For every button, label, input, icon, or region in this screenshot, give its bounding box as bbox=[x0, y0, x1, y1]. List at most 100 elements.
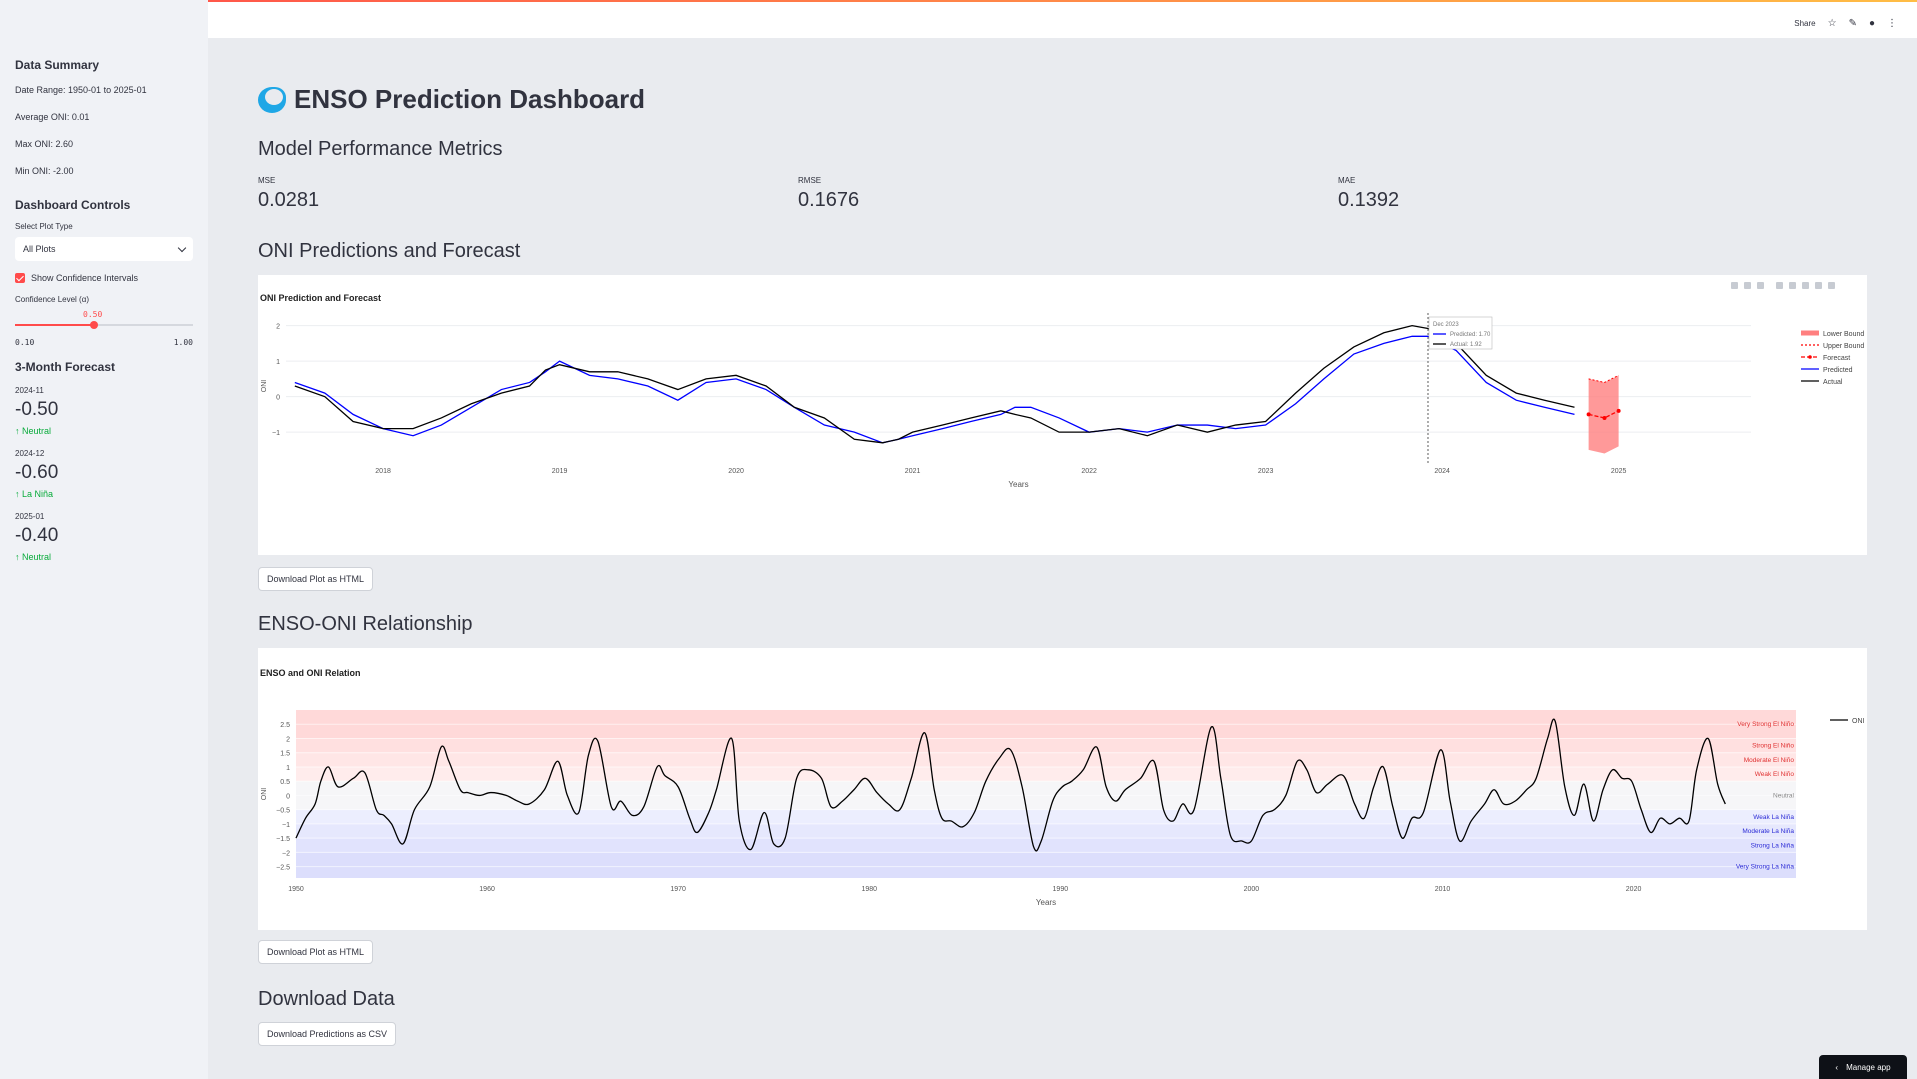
share-button[interactable]: Share bbox=[1794, 19, 1816, 28]
plot-type-select[interactable]: All Plots bbox=[15, 237, 193, 261]
forecast-title: 3-Month Forecast bbox=[15, 360, 116, 374]
x-tick-label: 2010 bbox=[1435, 886, 1451, 893]
y-tick-label: 1 bbox=[276, 359, 280, 366]
home-icon[interactable] bbox=[1815, 282, 1822, 289]
hover-predicted: Predicted: 1.70 bbox=[1450, 332, 1491, 338]
legend-label: Predicted bbox=[1823, 367, 1853, 374]
y-tick-label: −1 bbox=[272, 430, 280, 437]
chevron-down-icon bbox=[177, 243, 187, 252]
y-tick-label: 2.5 bbox=[280, 722, 290, 729]
avg-oni-text: Average ONI: 0.01 bbox=[15, 112, 90, 122]
more-icon[interactable]: ⋮ bbox=[1887, 18, 1897, 29]
chevron-left-icon: ‹ bbox=[1835, 1062, 1839, 1072]
confidence-band bbox=[1588, 375, 1619, 454]
forecast-value: -0.60 bbox=[15, 462, 59, 483]
wave-logo-icon bbox=[258, 86, 286, 113]
y-tick-label: −0.5 bbox=[276, 808, 290, 815]
prediction-chart[interactable]: ONI Prediction and Forecast 2 1 0 −1 2018 2019… bbox=[258, 275, 1867, 555]
relation-chart[interactable]: ENSO and ONI Relation 2.5 2 1.5 1 0.5 0 −0.5 −1 −… bbox=[258, 648, 1867, 930]
x-tick-label: 2021 bbox=[905, 468, 921, 475]
page-title: ENSO Prediction Dashboard bbox=[258, 84, 645, 115]
y-tick-label: 2 bbox=[286, 736, 290, 743]
x-tick-label: 2000 bbox=[1244, 886, 1260, 893]
autoscale-icon[interactable] bbox=[1802, 282, 1809, 289]
series-line-forecast bbox=[1588, 410, 1619, 419]
prediction-chart-panel: ONI Prediction and Forecast 2 1 0 −1 2018 2019… bbox=[258, 275, 1867, 555]
zoom-in-icon[interactable] bbox=[1776, 282, 1783, 289]
confidence-intervals-label: Show Confidence Intervals bbox=[31, 273, 139, 283]
forecast-point bbox=[1602, 415, 1607, 420]
slider-thumb[interactable] bbox=[90, 321, 99, 329]
x-tick-label: 2022 bbox=[1081, 468, 1097, 475]
enso-band-bg bbox=[296, 852, 1796, 878]
y-tick-label: 1 bbox=[286, 765, 290, 772]
manage-app-button[interactable]: ‹ Manage app bbox=[1819, 1055, 1907, 1079]
enso-band-bg bbox=[296, 838, 1796, 853]
y-tick-label: 0 bbox=[276, 395, 280, 402]
relation-chart-panel: ENSO and ONI Relation 2.5 2 1.5 1 0.5 0 −0.5 −1 −… bbox=[258, 648, 1867, 930]
enso-band-bg bbox=[296, 738, 1796, 753]
hover-actual: Actual: 1.92 bbox=[1450, 342, 1482, 348]
slider-fill bbox=[15, 324, 95, 326]
confidence-level-slider[interactable]: 0.50 0.10 1.00 bbox=[15, 310, 193, 350]
download-plot-button-1[interactable]: Download Plot as HTML bbox=[258, 567, 374, 591]
fullscreen-icon[interactable] bbox=[1828, 282, 1835, 289]
upper-bound-line bbox=[1588, 374, 1619, 383]
checkbox-checked-icon bbox=[15, 273, 25, 283]
zoom-icon[interactable] bbox=[1744, 282, 1751, 289]
y-tick-label: 1.5 bbox=[280, 751, 290, 758]
enso-band-bg bbox=[296, 752, 1796, 767]
series-line-predicted bbox=[294, 335, 1575, 444]
x-tick-label: 1970 bbox=[670, 886, 686, 893]
forecast-point bbox=[1586, 412, 1591, 417]
download-csv-button[interactable]: Download Predictions as CSV bbox=[258, 1022, 397, 1046]
y-tick-label: 2 bbox=[276, 324, 280, 331]
confidence-intervals-checkbox[interactable]: Show Confidence Intervals bbox=[15, 273, 193, 283]
band-label: Very Strong La Niña bbox=[1736, 864, 1795, 871]
metric-label: MSE bbox=[258, 176, 276, 185]
band-label: Moderate La Niña bbox=[1742, 828, 1794, 835]
zoom-out-icon[interactable] bbox=[1789, 282, 1796, 289]
top-accent-line bbox=[0, 0, 1917, 2]
pan-icon[interactable] bbox=[1757, 282, 1764, 289]
forecast-category: ↑ Neutral bbox=[15, 552, 52, 562]
slider-track[interactable] bbox=[15, 324, 193, 326]
arrow-up-icon: ↑ bbox=[15, 426, 23, 436]
band-label: Very Strong El Niño bbox=[1737, 721, 1794, 728]
github-icon[interactable]: ● bbox=[1868, 18, 1875, 29]
legend-label: Upper Bound bbox=[1823, 343, 1864, 350]
forecast-value: -0.50 bbox=[15, 399, 59, 420]
y-tick-label: 0 bbox=[286, 793, 290, 800]
x-axis-label: Years bbox=[1036, 898, 1056, 907]
y-tick-label: −2.5 bbox=[276, 865, 290, 872]
metric-label: MAE bbox=[1338, 176, 1356, 185]
download-plot-button-2[interactable]: Download Plot as HTML bbox=[258, 940, 374, 964]
edit-icon[interactable]: ✎ bbox=[1848, 18, 1857, 29]
enso-band-bg bbox=[296, 809, 1796, 824]
camera-icon[interactable] bbox=[1731, 282, 1738, 289]
band-label: Strong La Niña bbox=[1751, 842, 1795, 849]
min-oni-text: Min ONI: -2.00 bbox=[15, 166, 74, 176]
x-tick-label: 2023 bbox=[1258, 468, 1274, 475]
hover-date: Dec 2023 bbox=[1433, 322, 1459, 328]
band-label: Neutral bbox=[1773, 792, 1795, 799]
enso-band-bg bbox=[296, 823, 1796, 839]
series-line-oni bbox=[295, 718, 1726, 852]
legend-label: Forecast bbox=[1823, 355, 1850, 362]
star-icon[interactable]: ☆ bbox=[1827, 18, 1837, 29]
band-label: Weak La Niña bbox=[1753, 814, 1794, 821]
forecast-item: 2025-01 -0.40 ↑ Neutral bbox=[15, 512, 193, 562]
legend-marker bbox=[1808, 355, 1812, 359]
band-label: Strong El Niño bbox=[1752, 743, 1794, 750]
arrow-up-icon: ↑ bbox=[15, 489, 23, 499]
x-tick-label: 2020 bbox=[728, 468, 744, 475]
x-tick-label: 1960 bbox=[479, 886, 495, 893]
x-tick-label: 2019 bbox=[552, 468, 568, 475]
date-range-text: Date Range: 1950-01 to 2025-01 bbox=[15, 85, 147, 95]
data-summary-title: Data Summary bbox=[15, 58, 100, 72]
forecast-category: ↑ Neutral bbox=[15, 426, 52, 436]
legend-label: Lower Bound bbox=[1823, 331, 1864, 338]
y-tick-label: −2 bbox=[282, 850, 290, 857]
slider-min: 0.10 bbox=[15, 338, 35, 347]
confidence-level-label: Confidence Level (α) bbox=[15, 295, 89, 304]
